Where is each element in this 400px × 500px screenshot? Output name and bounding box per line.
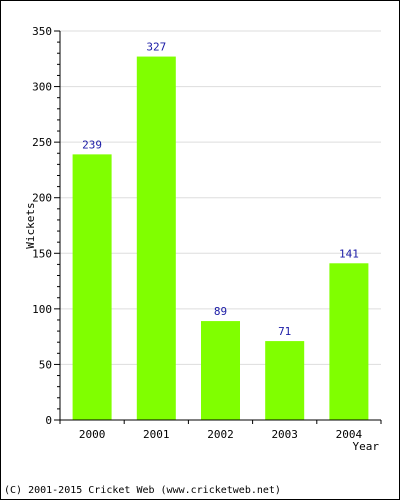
bar-2000: [72, 154, 112, 420]
y-minor-ticks: [57, 41, 60, 410]
x-tick-label: 2003: [271, 428, 298, 441]
bars: [72, 56, 369, 420]
y-tick-label: 100: [32, 303, 52, 316]
x-tick-label: 2001: [143, 428, 170, 441]
y-tick-label: 200: [32, 192, 52, 205]
x-tick-label: 2000: [79, 428, 106, 441]
axes: [54, 30, 382, 424]
y-tick-label: 0: [45, 414, 52, 427]
y-tick-label: 350: [32, 25, 52, 38]
copyright-notice: (C) 2001-2015 Cricket Web (www.cricketwe…: [4, 485, 281, 496]
data-label-2001: 327: [146, 41, 166, 54]
x-axis-title: Year: [353, 440, 380, 453]
y-tick-label: 150: [32, 247, 52, 260]
x-tick-labels: 2000 2001 2002 2003 2004: [79, 428, 363, 441]
y-tick-label: 250: [32, 136, 52, 149]
x-tick-label: 2004: [336, 428, 363, 441]
y-axis-title: Wickets: [24, 202, 37, 248]
x-tick-label: 2002: [207, 428, 234, 441]
data-label-2000: 239: [82, 138, 102, 151]
data-label-2002: 89: [214, 305, 227, 318]
bar-2002: [201, 321, 240, 420]
bar-2003: [265, 341, 305, 420]
bar-2004: [329, 263, 369, 420]
data-labels: 239 327 89 71 141: [82, 41, 359, 339]
y-tick-label: 50: [39, 358, 52, 371]
gridlines: [60, 30, 381, 365]
data-label-2003: 71: [278, 325, 291, 338]
bar-2001: [136, 56, 176, 420]
y-tick-label: 300: [32, 81, 52, 94]
data-label-2004: 141: [339, 247, 359, 260]
y-tick-labels: 0 50 100 150 200 250 300 350: [32, 25, 52, 427]
